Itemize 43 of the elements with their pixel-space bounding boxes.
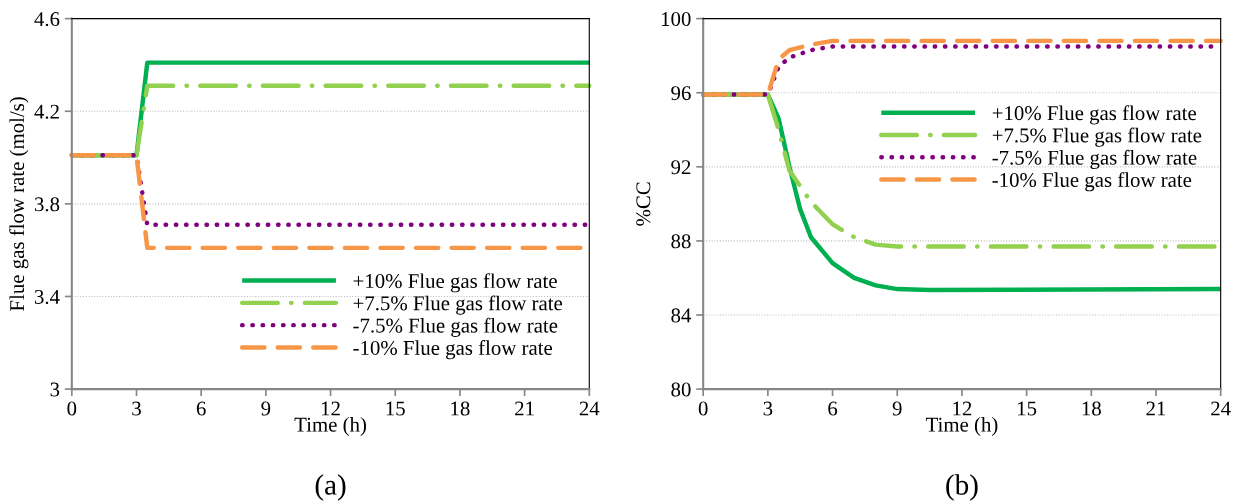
y-tick-label: 4.2 [34,104,59,119]
x-tick-label: 21 [515,401,534,416]
y-tick-label: 4.6 [34,12,60,27]
x-tick-label: 0 [698,401,708,416]
y-axis-title: %CC [636,182,651,226]
x-tick-label: 18 [451,401,470,416]
y-tick-label: 100 [661,12,691,27]
y-axis-title: Flue gas flow rate (mol/s) [9,97,29,311]
legend-label: +7.5% Flue gas flow rate [992,127,1202,147]
y-tick-label: 3.4 [34,289,60,304]
y-tick-label: 3 [50,382,60,397]
legend-label: -7.5% Flue gas flow rate [992,149,1197,170]
y-tick-label: 3.8 [34,197,60,212]
legend-label: -10% Flue gas flow rate [992,172,1192,192]
x-tick-label: 12 [953,401,972,416]
x-tick-label: 6 [196,401,206,416]
y-tick-label: 88 [671,234,691,249]
text: (a) [315,474,346,501]
legend-label: -10% Flue gas flow rate [353,340,553,360]
x-tick-label: 21 [1146,401,1166,416]
x-axis-title: Time (h) [925,417,998,436]
x-tick-label: 9 [261,401,271,416]
legend-label: +10% Flue gas flow rate [353,273,557,293]
x-tick-label: 9 [892,401,902,416]
x-tick-label: 3 [132,401,141,416]
y-tick-label: 84 [671,308,692,323]
x-tick-label: 15 [1018,401,1037,416]
x-tick-label: 24 [579,401,600,416]
x-tick-label: 12 [321,401,340,416]
text: (b) [946,474,978,501]
x-tick-label: 3 [763,401,773,416]
legend-label: +10% Flue gas flow rate [992,105,1196,125]
y-tick-label: 92 [671,160,691,175]
x-tick-label: 6 [828,401,838,416]
x-tick-label: 0 [67,401,77,416]
x-axis-title: Time (h) [294,417,366,436]
x-tick-label: 24 [1211,401,1231,416]
x-tick-label: 15 [386,401,405,416]
legend-label: -7.5% Flue gas flow rate [353,317,558,337]
x-tick-label: 18 [1082,401,1101,416]
y-tick-label: 80 [671,382,691,397]
y-tick-label: 96 [671,86,691,101]
legend-label: +7.5% Flue gas flow rate [353,295,563,315]
